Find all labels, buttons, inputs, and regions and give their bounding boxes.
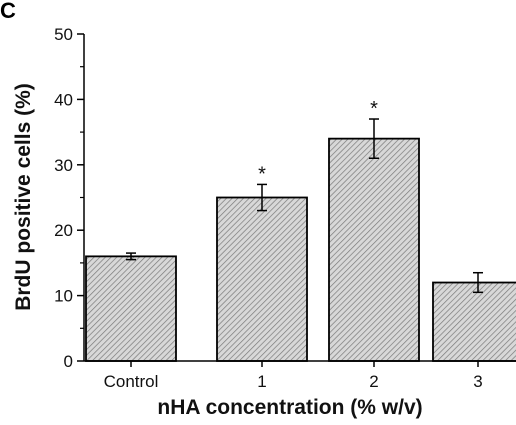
significance-asterisk: * [258,163,266,185]
x-tick-label: Control [104,372,159,391]
bar [216,196,308,362]
x-axis-ticks: Control 1 2 3 [104,361,483,391]
error-bar [257,183,267,212]
y-tick-label: 0 [64,352,73,371]
bar [432,281,516,362]
y-axis-ticks: 0 10 20 30 40 50 [54,25,84,371]
panel-label: C [0,0,16,23]
y-axis-title: BrdU positive cells (%) [12,83,35,311]
bar [328,137,420,362]
y-tick-label: 50 [54,25,73,44]
x-axis-title: nHA concentration (% w/v) [157,396,422,419]
error-bar [126,252,136,261]
error-bars [126,118,483,294]
bars [85,137,516,362]
significance-marks: ** [258,98,378,185]
y-tick-label: 40 [54,90,73,109]
significance-asterisk: * [370,98,378,120]
y-tick-label: 20 [54,221,73,240]
y-tick-label: 30 [54,156,73,175]
x-tick-label: 2 [369,372,378,391]
x-tick-label: 1 [257,372,266,391]
bar [85,255,177,362]
error-bar [369,118,379,160]
x-tick-label: 3 [473,372,482,391]
y-tick-label: 10 [54,287,73,306]
error-bar [473,271,483,294]
